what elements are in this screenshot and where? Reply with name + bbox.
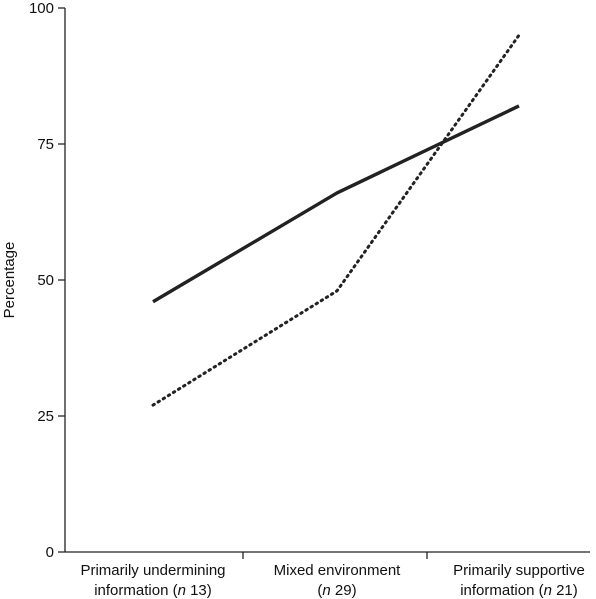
x-ticks: Primarily undermining information (n 13) M… xyxy=(80,552,585,599)
y-tick-label: 50 xyxy=(37,272,54,289)
y-axis-title: Percentage xyxy=(1,242,18,319)
axes xyxy=(64,8,590,553)
x-tick-label-sub: information (n 13) xyxy=(94,582,212,599)
y-tick-label: 100 xyxy=(29,0,54,17)
series-line-solid xyxy=(152,104,520,304)
y-tick-label: 25 xyxy=(37,408,54,425)
series-line-dotted xyxy=(151,33,521,407)
x-tick-label-sub: (n 29) xyxy=(317,582,356,599)
y-tick-label: 0 xyxy=(46,544,54,561)
y-ticks: 0 25 50 75 100 xyxy=(29,0,65,561)
x-tick-label-sub: information (n 21) xyxy=(460,582,578,599)
x-tick-label: Primarily undermining xyxy=(80,562,225,579)
series-lines xyxy=(151,33,521,407)
y-tick-label: 75 xyxy=(37,136,54,153)
x-tick-label: Mixed environment xyxy=(274,562,402,579)
x-tick-label: Primarily supportive xyxy=(453,562,585,579)
